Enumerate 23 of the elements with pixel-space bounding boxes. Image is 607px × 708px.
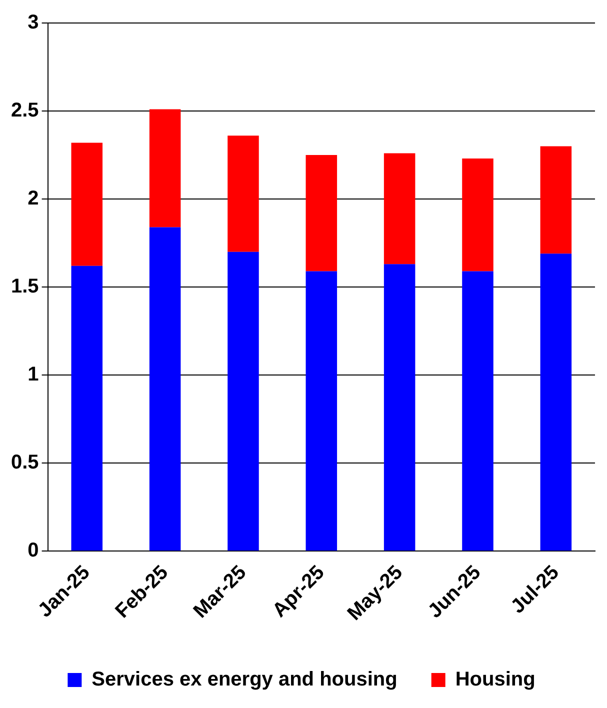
y-tick-label: 1.5: [10, 276, 39, 298]
bar: [462, 158, 494, 272]
bar: [306, 271, 338, 551]
bar: [149, 227, 181, 551]
bar: [228, 136, 259, 252]
bar: [384, 264, 416, 551]
legend-label: Housing: [455, 668, 536, 691]
bar: [540, 146, 572, 254]
y-tick-label: 2.5: [10, 100, 39, 122]
legend-label: Services ex energy and housing: [92, 668, 398, 691]
y-tick-label: 0.5: [10, 452, 39, 474]
bar: [384, 153, 416, 264]
y-tick-label: 3: [28, 12, 39, 34]
bar: [149, 109, 181, 228]
bar: [228, 252, 259, 551]
y-tick-label: 1: [28, 364, 39, 386]
bar: [462, 271, 494, 551]
bar: [306, 155, 338, 272]
y-tick-label: 2: [28, 188, 39, 210]
bar: [540, 254, 572, 551]
y-tick-label: 0: [28, 540, 39, 562]
bar: [71, 266, 103, 551]
bar: [71, 142, 103, 266]
